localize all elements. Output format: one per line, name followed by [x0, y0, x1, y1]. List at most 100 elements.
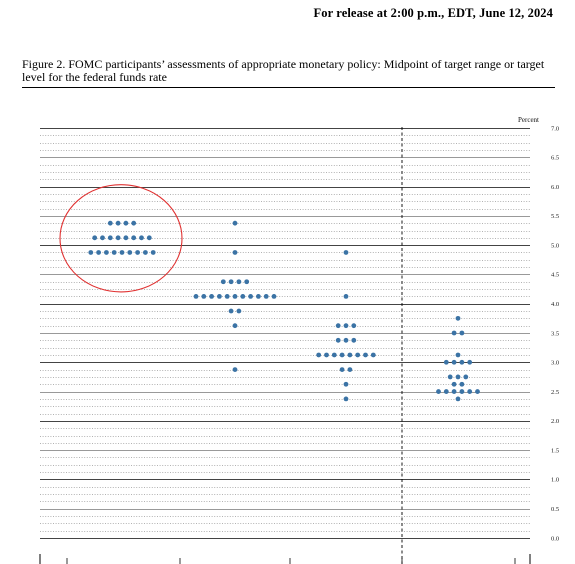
participant-dot — [459, 389, 465, 394]
participant-dot — [339, 367, 345, 373]
y-tick-label: 3.5 — [551, 330, 559, 337]
participant-dot — [370, 352, 376, 358]
participant-dot — [143, 250, 148, 255]
y-tick-label: 6.0 — [551, 184, 559, 191]
participant-dot — [355, 352, 361, 358]
participant-dot — [244, 279, 250, 285]
participant-dot — [459, 381, 465, 387]
participant-dot — [463, 374, 469, 380]
participant-dot — [96, 250, 101, 255]
caption-rule — [22, 87, 555, 88]
y-tick-label: 1.5 — [551, 447, 559, 454]
participant-dot — [459, 330, 465, 336]
participant-dot — [455, 352, 461, 358]
y-tick-label: 1.0 — [551, 477, 559, 484]
participant-dot — [115, 220, 121, 226]
participant-dot — [92, 235, 98, 241]
participant-dot — [335, 323, 341, 329]
participant-dot — [263, 293, 269, 299]
participant-dot — [271, 293, 277, 299]
participant-dot — [107, 220, 113, 226]
participant-dot — [232, 367, 238, 373]
participant-dot — [150, 250, 156, 255]
participant-dot — [343, 293, 349, 299]
participant-dot — [451, 381, 457, 387]
dots — [88, 220, 480, 402]
participant-dot — [343, 323, 349, 329]
y-tick-label: 2.0 — [551, 418, 559, 425]
participant-dot — [443, 359, 449, 365]
participant-dot — [343, 396, 349, 402]
y-tick-label: 0.5 — [551, 506, 559, 513]
y-tick-label: 4.5 — [551, 272, 559, 279]
participant-dot — [475, 389, 480, 394]
participant-dot — [193, 293, 199, 299]
participant-dot — [131, 220, 137, 226]
participant-dot — [123, 235, 129, 241]
y-tick-label: 4.0 — [551, 301, 559, 308]
participant-dot — [228, 279, 234, 285]
participant-dot — [459, 359, 465, 365]
participant-dot — [443, 389, 449, 394]
participant-dot — [467, 359, 473, 365]
participant-dot — [107, 235, 113, 241]
participant-dot — [220, 279, 226, 285]
participant-dot — [100, 235, 105, 241]
y-axis-ticks: 0.0 0.5 1.0 1.5 2.0 2.5 3.0 3.5 4.0 4.5 5.0 5.5 6.0 6… — [551, 125, 559, 542]
release-notice: For release at 2:00 p.m., EDT, June 12, … — [313, 6, 553, 20]
participant-dot — [331, 352, 337, 358]
participant-dot — [451, 389, 457, 394]
participant-dot — [339, 352, 345, 358]
participant-dot — [236, 308, 242, 314]
participant-dot — [343, 337, 349, 343]
participant-dot — [436, 389, 441, 394]
participant-dot — [316, 352, 322, 358]
participant-dot — [104, 250, 109, 255]
participant-dot — [111, 250, 117, 255]
participant-dot — [115, 235, 121, 241]
participant-dot — [232, 250, 238, 255]
y-tick-label: 6.5 — [551, 155, 559, 162]
participant-dot — [343, 250, 349, 255]
participant-dot — [236, 279, 242, 285]
participant-dot — [224, 293, 230, 299]
participant-dot — [347, 352, 353, 358]
axis-frame — [39, 127, 531, 564]
participant-dot — [139, 235, 144, 241]
y-tick-label: 2.5 — [551, 389, 559, 396]
participant-dot — [447, 374, 453, 380]
participant-dot — [256, 293, 261, 299]
y-tick-label: 3.0 — [551, 360, 559, 367]
y-tick-label: 7.0 — [551, 125, 559, 132]
participant-dot — [363, 352, 368, 358]
participant-dot — [119, 250, 125, 255]
participant-dot — [232, 220, 238, 226]
participant-dot — [146, 235, 152, 241]
y-tick-label: 5.0 — [551, 242, 559, 249]
participant-dot — [240, 293, 246, 299]
participant-dot — [217, 293, 222, 299]
participant-dot — [248, 293, 254, 299]
participant-dot — [467, 389, 473, 394]
participant-dot — [351, 337, 357, 343]
participant-dot — [347, 367, 353, 373]
participant-dot — [455, 396, 461, 402]
participant-dot — [324, 352, 329, 358]
participant-dot — [343, 381, 349, 387]
participant-dot — [88, 250, 94, 255]
participant-dot — [209, 293, 215, 299]
participant-dot — [455, 374, 461, 380]
highlight-ellipse — [59, 184, 183, 293]
participant-dot — [228, 308, 234, 314]
participant-dot — [455, 315, 461, 321]
participant-dot — [131, 235, 137, 241]
gridlines — [40, 128, 530, 539]
participant-dot — [127, 250, 133, 255]
participant-dot — [201, 293, 207, 299]
y-tick-label: 0.0 — [551, 535, 559, 542]
participant-dot — [123, 220, 129, 226]
participant-dot — [232, 293, 238, 299]
participant-dot — [451, 359, 457, 365]
participant-dot — [232, 323, 238, 329]
